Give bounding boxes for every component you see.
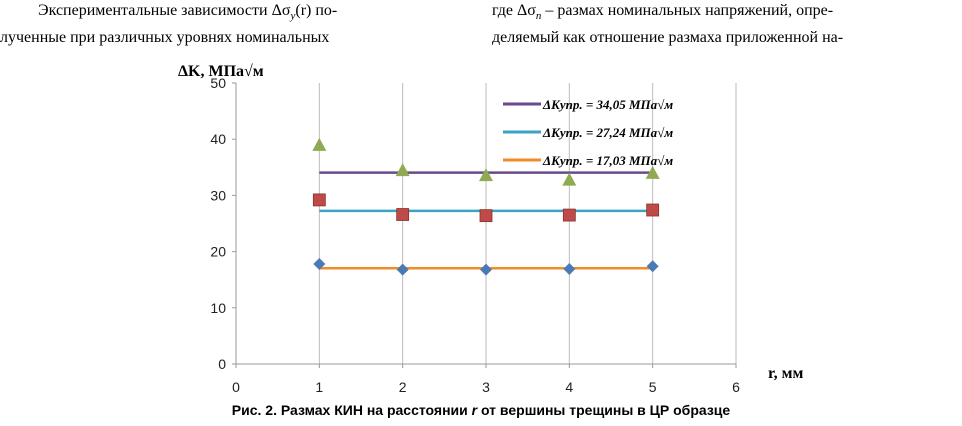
legend-label-0: ΔKупр. = 34,05 МПа√м	[542, 97, 673, 112]
x-tick-label-3: 3	[482, 379, 490, 395]
marker-square-2	[479, 209, 493, 223]
y-tick-label-2: 20	[210, 244, 226, 260]
body-text-left-line1-subscript: y	[290, 10, 296, 23]
marker-triangle-2	[479, 168, 493, 182]
marker-square-0	[312, 193, 326, 207]
body-text-left-line1-main: Экспериментальные зависимости Δσ	[38, 2, 291, 19]
marker-triangle-3	[562, 172, 577, 186]
body-text-right-line1-main: где Δσ	[492, 2, 536, 19]
marker-diamond-4	[646, 260, 659, 273]
chart: 0 10 20 30 40 50 0 1 2 3 4 5 6 ΔK, МПа√м r, мм ΔKупр. =…	[178, 63, 804, 395]
marker-diamond-1	[396, 263, 409, 276]
y-tick-label-5: 50	[210, 75, 226, 91]
caption-text-end: от вершины трещины в ЦР образце	[477, 402, 731, 418]
marker-triangle-0	[312, 137, 327, 151]
body-text-left-line1-end: (r) по-	[295, 2, 338, 19]
x-tick-label-6: 6	[732, 379, 740, 395]
body-text-right-line1-subscript: n	[535, 10, 542, 23]
marker-diamond-2	[480, 263, 492, 276]
marker-square-4	[646, 203, 660, 217]
caption-text-start: Рис. 2. Размах КИН на расстоянии	[231, 402, 472, 418]
x-axis-title: r, мм	[768, 365, 804, 382]
legend-label-1: ΔKупр. = 27,24 МПа√м	[542, 125, 673, 140]
marker-square-1	[396, 208, 410, 221]
legend-label-2: ΔKупр. = 17,03 МПа√м	[542, 153, 673, 168]
body-text-left-line2: лученные при различных уровнях номинальн…	[0, 29, 330, 46]
y-tick-label-1: 10	[210, 300, 226, 316]
x-tick-label-1: 1	[315, 379, 323, 395]
y-tick-label-0: 0	[218, 356, 226, 372]
marker-diamond-3	[563, 263, 576, 276]
body-text-left-line1: Экспериментальные зависимости Δσy(r) по-	[38, 1, 337, 26]
y-axis-title: ΔK, МПа√м	[178, 63, 264, 80]
y-tick-label-3: 30	[210, 187, 226, 203]
x-tick-label-5: 5	[649, 379, 657, 395]
caption-variable: r	[471, 402, 478, 418]
body-text-right-line1-end: – размах номинальных напряжений, опре-	[541, 2, 834, 19]
x-tick-label-4: 4	[565, 379, 573, 395]
body-text-right-line1: где Δσn – размах номинальных напряжений,…	[492, 1, 833, 26]
y-tick-label-4: 40	[210, 131, 226, 147]
marker-diamond-0	[313, 257, 326, 270]
x-tick-label-0: 0	[232, 379, 240, 395]
marker-square-3	[562, 208, 576, 222]
marker-triangle-1	[395, 163, 410, 177]
figure-caption: Рис. 2. Размах КИН на расстоянии r от ве…	[0, 402, 962, 418]
x-tick-label-2: 2	[399, 379, 407, 395]
body-text-right-line2: деляемый как отношение размаха приложенн…	[492, 29, 844, 46]
marker-triangle-4	[645, 165, 660, 179]
